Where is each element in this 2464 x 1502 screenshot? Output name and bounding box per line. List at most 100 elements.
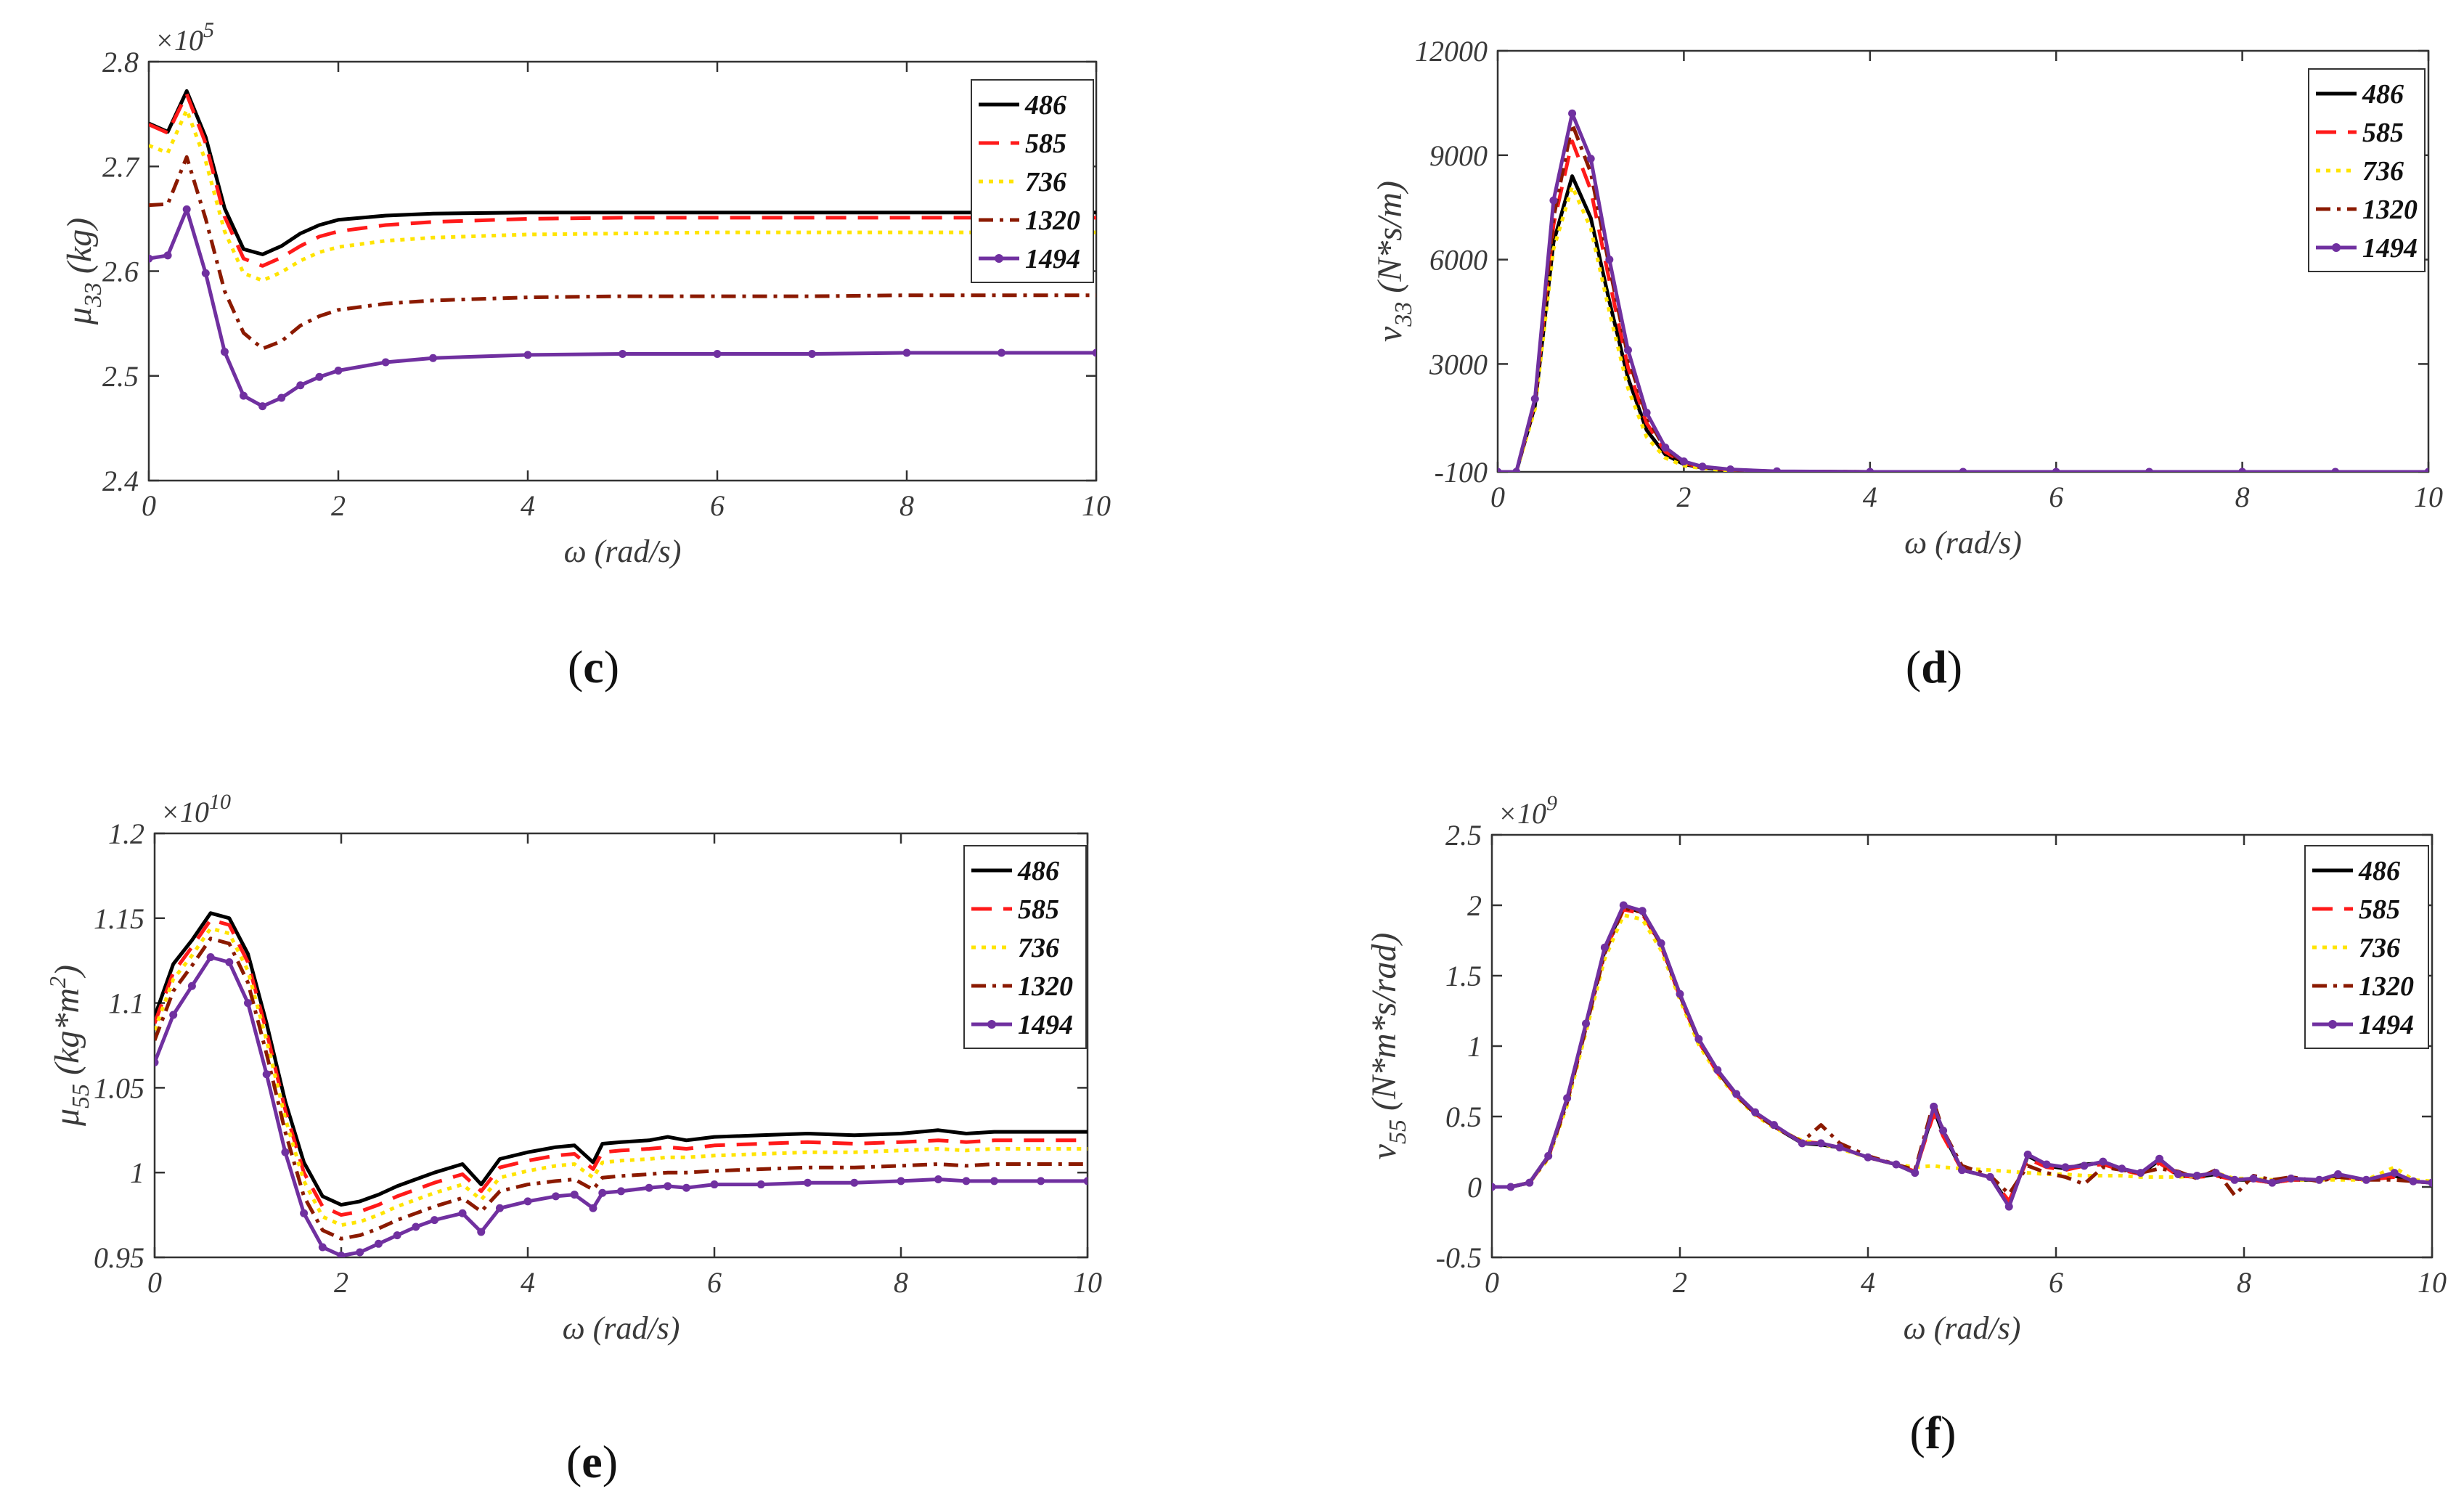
data-point-1494 xyxy=(962,1177,971,1185)
data-point-1494 xyxy=(163,251,172,260)
y-axis-label-subscript: 55 xyxy=(68,1084,94,1109)
x-tick-label: 6 xyxy=(2049,1266,2063,1299)
data-point-1494 xyxy=(393,1231,401,1240)
y-tick-label: 1.15 xyxy=(94,902,144,935)
data-point-1494 xyxy=(713,349,722,358)
data-point-1494 xyxy=(2061,1163,2070,1172)
x-axis-label: ω (rad/s) xyxy=(1904,525,2022,560)
data-point-1494 xyxy=(2211,1169,2220,1177)
y-axis-label-symbol: μ xyxy=(48,1109,86,1127)
series-line-585 xyxy=(155,918,1088,1217)
data-point-1494 xyxy=(619,349,627,358)
plot-frame xyxy=(1490,833,2434,1259)
series-line-736 xyxy=(1498,184,2428,472)
legend-label-1320: 1320 xyxy=(2359,971,2414,1002)
legend-marker-1494 xyxy=(987,1020,996,1029)
data-point-1494 xyxy=(1892,1160,1901,1169)
data-point-1494 xyxy=(412,1223,420,1231)
x-tick-label: 0 xyxy=(142,489,156,522)
series-line-1320 xyxy=(149,155,1096,351)
data-point-1494 xyxy=(1835,1143,1844,1152)
data-point-1494 xyxy=(1732,1090,1741,1098)
data-point-1494 xyxy=(1506,1183,1515,1191)
data-point-1494 xyxy=(1083,1177,1088,1185)
data-point-1494 xyxy=(2287,1174,2296,1183)
data-point-1494 xyxy=(2192,1171,2201,1180)
data-point-1494 xyxy=(169,1011,178,1019)
y-tick-label: 2.7 xyxy=(102,150,140,183)
data-point-1494 xyxy=(682,1183,690,1192)
data-point-1494 xyxy=(1568,109,1577,118)
data-point-1494 xyxy=(2118,1164,2126,1173)
panel-label: (f) xyxy=(1910,1407,1957,1458)
plot-frame xyxy=(147,60,1098,482)
plot-frame xyxy=(153,832,1089,1259)
x-tick-label: 4 xyxy=(1863,481,1877,513)
y-axis-label: μ55 (kg*m2) xyxy=(44,965,94,1127)
data-point-1494 xyxy=(850,1178,859,1187)
data-point-1494 xyxy=(1986,1172,1994,1181)
x-tick-label: 8 xyxy=(2237,1266,2251,1299)
x-tick-label: 4 xyxy=(521,1266,535,1299)
data-point-1494 xyxy=(2390,1169,2399,1177)
y-tick-label: 0.5 xyxy=(1445,1101,1482,1133)
y-axis-label-tail: ) xyxy=(48,965,86,979)
y-axis-label-superscript: 2 xyxy=(44,976,70,988)
y-axis-label: ν33 (N*s/m) xyxy=(1371,181,1417,342)
axis-multiplier-base: ×10 xyxy=(1498,797,1546,830)
data-point-1494 xyxy=(598,1188,607,1197)
y-tick-label: -100 xyxy=(1435,456,1488,489)
legend-label-486: 486 xyxy=(1024,90,1066,121)
legend-label-736: 736 xyxy=(1018,933,1059,963)
data-point-1494 xyxy=(206,953,215,962)
data-point-1494 xyxy=(262,1070,271,1079)
panel-label-close-paren: ) xyxy=(1941,1407,1956,1458)
data-point-1494 xyxy=(2362,1175,2370,1184)
legend-marker-1494 xyxy=(2332,243,2341,252)
y-tick-label: 9000 xyxy=(1429,139,1488,172)
x-tick-label: 6 xyxy=(707,1266,722,1299)
data-point-1494 xyxy=(645,1183,653,1192)
legend-label-1494: 1494 xyxy=(1018,1010,1073,1040)
data-point-1494 xyxy=(1770,1121,1778,1130)
axis-multiplier: ×109 xyxy=(1498,791,1557,830)
data-point-1494 xyxy=(1492,1183,1496,1191)
x-axis-label: ω (rad/s) xyxy=(1904,1310,2021,1346)
data-point-1494 xyxy=(337,1252,346,1257)
series-line-1494 xyxy=(149,207,1096,409)
data-point-1494 xyxy=(495,1204,504,1212)
data-point-1494 xyxy=(225,958,234,967)
y-axis-label-symbol: μ xyxy=(60,307,99,325)
series-group xyxy=(1498,109,2428,472)
y-tick-label: 2.5 xyxy=(102,360,139,393)
data-point-1494 xyxy=(1623,346,1632,354)
x-tick-label: 6 xyxy=(2049,481,2063,513)
data-point-1494 xyxy=(258,402,267,411)
data-point-1494 xyxy=(523,351,532,359)
series-line-1494 xyxy=(155,955,1088,1257)
x-axis-label: ω (rad/s) xyxy=(563,1310,680,1346)
data-point-1494 xyxy=(2249,1174,2258,1183)
data-point-1494 xyxy=(1676,989,1684,998)
y-tick-label: 0 xyxy=(1467,1171,1482,1204)
data-point-1494 xyxy=(998,348,1005,357)
legend-label-1320: 1320 xyxy=(2362,195,2418,225)
data-point-1494 xyxy=(552,1192,560,1201)
data-point-1494 xyxy=(2424,468,2428,472)
data-point-1494 xyxy=(318,1243,327,1252)
series-group xyxy=(155,911,1088,1257)
y-tick-label: 2.5 xyxy=(1445,819,1482,852)
legend-box xyxy=(963,845,1087,1049)
series-line-736 xyxy=(155,926,1088,1228)
data-point-1494 xyxy=(1930,1102,1938,1111)
data-point-1494 xyxy=(808,349,816,358)
y-tick-label: 12000 xyxy=(1415,35,1488,68)
data-point-1494 xyxy=(334,367,343,375)
x-tick-label: 8 xyxy=(2235,481,2250,513)
x-tick-label: 10 xyxy=(2418,1266,2447,1299)
data-point-1494 xyxy=(570,1191,579,1199)
legend-label-486: 486 xyxy=(2358,856,2400,886)
data-point-1494 xyxy=(458,1209,467,1217)
